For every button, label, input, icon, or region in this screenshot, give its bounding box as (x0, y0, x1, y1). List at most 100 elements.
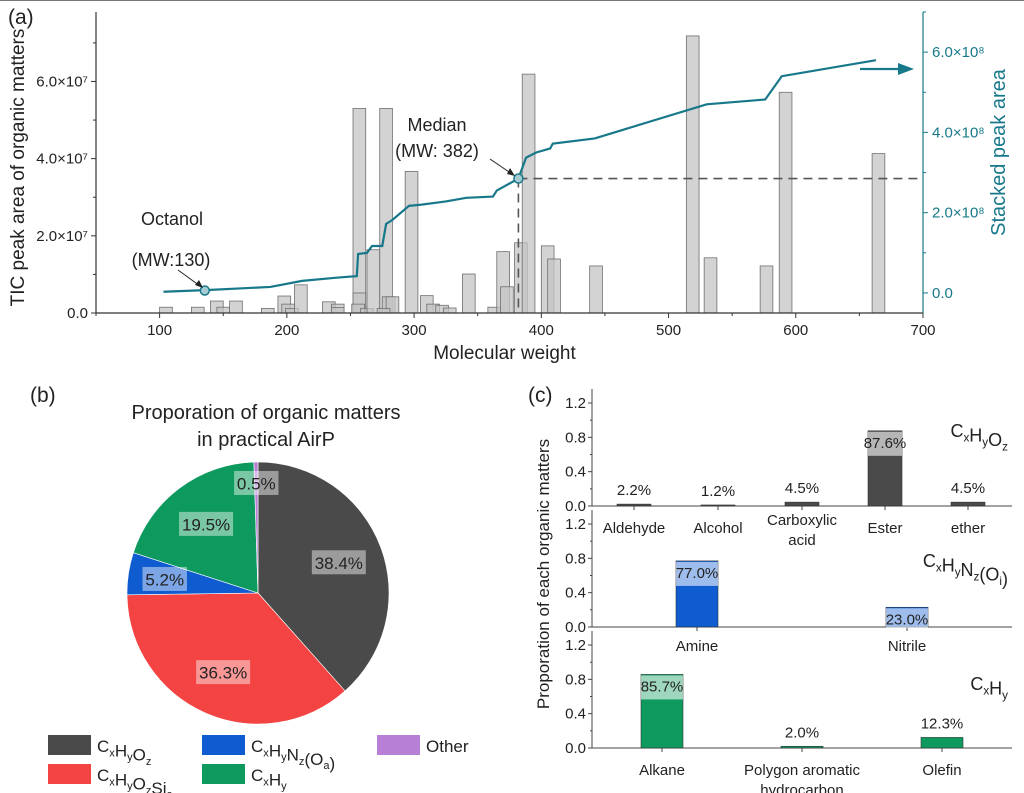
pie-slice-label: 36.3% (199, 664, 247, 683)
peak-bar-22 (404, 170, 419, 314)
peak-bar-30 (500, 286, 514, 314)
median-annotation: Median (407, 115, 466, 135)
legend-swatch-CxHyOzSia (48, 764, 91, 784)
pie-label-box (196, 660, 251, 685)
formula-part: Other (426, 737, 469, 756)
formula-subscript: z (974, 571, 980, 584)
formula-part: O (133, 746, 146, 765)
panel-b-pie-chart: (b) Proporation of organic matters in prac… (30, 384, 469, 793)
y-axis-title: Proporation of each organic matters (534, 439, 553, 709)
peak-bar-27 (462, 273, 476, 314)
bar-value-label: 4.5% (785, 480, 819, 497)
y-tick-label: 0.4 (565, 585, 586, 602)
formula-part: N (287, 746, 299, 765)
bar-value-label: 1.2% (701, 483, 735, 500)
y-tick-label: 1.2 (565, 637, 586, 654)
category-label: acid (788, 532, 816, 549)
left-y-tick-label: 6.0×10⁷ (36, 73, 88, 90)
octanol-annotation: Octanol (141, 209, 203, 229)
peak-bar-36 (685, 35, 700, 314)
pie-slice-CxHyOzSia (126, 592, 346, 725)
pie-slice-label: 5.2% (145, 570, 184, 589)
formula-subscript: y (955, 566, 961, 579)
median-marker (513, 173, 524, 184)
y-tick-label: 0.8 (565, 550, 586, 567)
legend-label-CxHyNzOa: CxHyNz(Oa) (251, 737, 335, 773)
formula-subscript: a (167, 789, 174, 793)
peak-bar-4 (229, 300, 243, 314)
panel-b-label: (b) (30, 384, 56, 407)
left-y-tick-label: 0.0 (67, 305, 88, 322)
subplot-formula-label: CxHyOz (950, 421, 1008, 454)
formula-part: C (251, 737, 263, 756)
formula-part: H (989, 679, 1002, 699)
left-y-axis-title: TIC peak area of organic matters (8, 29, 29, 307)
formula-part: ) (1002, 569, 1008, 589)
peak-bar-26 (442, 307, 457, 314)
formula-subscript: y (281, 752, 287, 764)
left-y-tick-label: 4.0×10⁷ (36, 151, 88, 168)
peak-bar-40 (871, 153, 886, 314)
bar-value-label: 87.6% (864, 435, 907, 452)
formula-subscript: a (323, 760, 330, 772)
x-tick-label: 300 (402, 322, 427, 339)
category-label: Aldehyde (603, 520, 666, 537)
peak-bar-34 (547, 258, 561, 314)
peak-bar-39 (778, 91, 793, 314)
bar-0 (616, 503, 652, 507)
x-tick-label: 100 (147, 322, 172, 339)
formula-subscript: x (263, 776, 269, 788)
pie-label-box (142, 566, 187, 591)
peak-bar-21 (376, 307, 391, 314)
category-label: Polygon aromatic (744, 762, 860, 779)
formula-subscript: z (299, 756, 305, 768)
left-y-tick-label: 2.0×10⁷ (36, 228, 88, 245)
pie-slice-label: 0.5% (237, 474, 276, 493)
y-tick-label: 0.8 (565, 429, 586, 446)
y-tick-label: 1.2 (565, 516, 586, 533)
category-label: ether (951, 520, 985, 537)
peak-bar-5 (260, 307, 275, 314)
pie-label-box (179, 511, 234, 536)
y-tick-label: 0.4 (565, 706, 586, 723)
legend-label-CxHy: CxHy (251, 766, 287, 793)
bar-value-label: 77.0% (676, 565, 719, 582)
pie-slice-label: 19.5% (182, 515, 230, 534)
right-y-tick-label: 0.0 (932, 285, 953, 302)
formula-part: C (923, 551, 936, 571)
legend-swatch-CxHyNzOa (202, 735, 245, 755)
stacked-peak-area-line (163, 59, 877, 293)
category-label: Alkane (639, 762, 685, 779)
formula-subscript: x (936, 562, 942, 575)
x-tick-label: 700 (910, 322, 935, 339)
peak-bar-12 (330, 307, 345, 314)
formula-part: N (961, 560, 974, 580)
bar-value-label: 85.7% (641, 678, 684, 695)
category-label: Amine (676, 638, 719, 655)
x-tick-label: 400 (529, 322, 554, 339)
peak-bar-18 (379, 108, 393, 314)
bar-label-box (641, 675, 683, 700)
formula-subscript: x (109, 776, 115, 788)
formula-part: H (115, 741, 127, 760)
y-tick-label: 0.0 (565, 740, 586, 757)
bar-value-label: 4.5% (951, 480, 985, 497)
peak-bar-35 (589, 265, 603, 314)
bar-2 (920, 737, 964, 749)
pie-slice-Other (253, 461, 259, 594)
bar-value-label: 2.2% (617, 482, 651, 499)
category-label: Nitrile (888, 638, 926, 655)
bar-value-label: 12.3% (921, 715, 964, 732)
bars (159, 35, 886, 314)
formula-part: C (97, 737, 109, 756)
bar-value-label: 2.0% (785, 724, 819, 741)
peak-bar-32 (521, 73, 536, 314)
formula-part: Si (151, 779, 166, 793)
formula-part: H (269, 770, 281, 789)
bar-2 (784, 501, 820, 507)
category-label: hydrocarbon (760, 782, 843, 793)
bar-label-box (676, 561, 718, 586)
y-tick-label: 0.4 (565, 464, 586, 481)
pie-label-box (234, 470, 279, 495)
